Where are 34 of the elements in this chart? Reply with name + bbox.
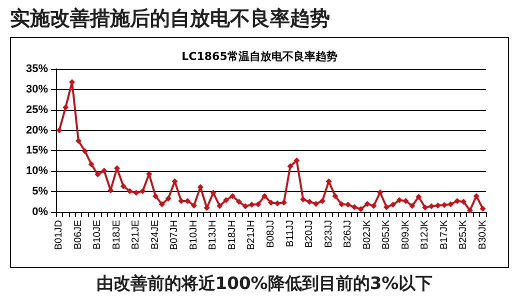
x-tick-label: B20JJ bbox=[304, 220, 316, 248]
y-tick-label: 20% bbox=[26, 124, 48, 136]
y-tick-label: 30% bbox=[26, 83, 48, 96]
x-tick-label: B02JK bbox=[362, 220, 373, 250]
x-tick-label: B23JJ bbox=[323, 220, 334, 248]
x-tick-label: B05JK bbox=[381, 220, 392, 250]
y-tick-label: 25% bbox=[26, 104, 48, 116]
x-tick-label: B10JH bbox=[188, 220, 200, 250]
x-tick-label: B30JK bbox=[477, 220, 488, 250]
x-tick-label: B25JK bbox=[458, 220, 470, 250]
x-tick-label: B18JE bbox=[111, 220, 122, 250]
x-tick-label: B21JE bbox=[130, 220, 142, 250]
y-tick-label: 35% bbox=[26, 63, 48, 75]
x-tick-label: B08JJ bbox=[266, 220, 276, 248]
x-tick-label: B26JJ bbox=[342, 220, 354, 248]
y-tick-label: 5% bbox=[32, 186, 48, 198]
x-tick-label: B10JE bbox=[92, 220, 104, 250]
x-tick-label: B18JH bbox=[226, 220, 238, 250]
y-tick-label: 10% bbox=[26, 165, 48, 178]
x-tick-label: B09JK bbox=[400, 220, 412, 250]
x-tick-label: B06JE bbox=[72, 220, 84, 250]
y-tick-label: 15% bbox=[26, 144, 48, 157]
x-tick-label: B21JH bbox=[246, 220, 258, 250]
x-tick-label: B17JK bbox=[438, 220, 450, 250]
x-tick-label: B11JJ bbox=[284, 220, 296, 248]
chart-title: 实施改善措施后的自放电不良率趋势 bbox=[10, 5, 330, 32]
x-tick-label: B07JH bbox=[169, 220, 180, 250]
x-tick-label: B24JE bbox=[150, 220, 161, 250]
x-tick-label: B13JH bbox=[208, 220, 219, 250]
y-tick-label: 0% bbox=[32, 206, 48, 218]
chart-subtitle: LC1865常温自放电不良率趋势 bbox=[182, 50, 338, 63]
text: 由改善前的将近100%降低到目前的3%以下 bbox=[95, 273, 434, 295]
x-tick-label: B01JD bbox=[54, 220, 65, 250]
x-tick-label: B12JK bbox=[420, 220, 431, 250]
